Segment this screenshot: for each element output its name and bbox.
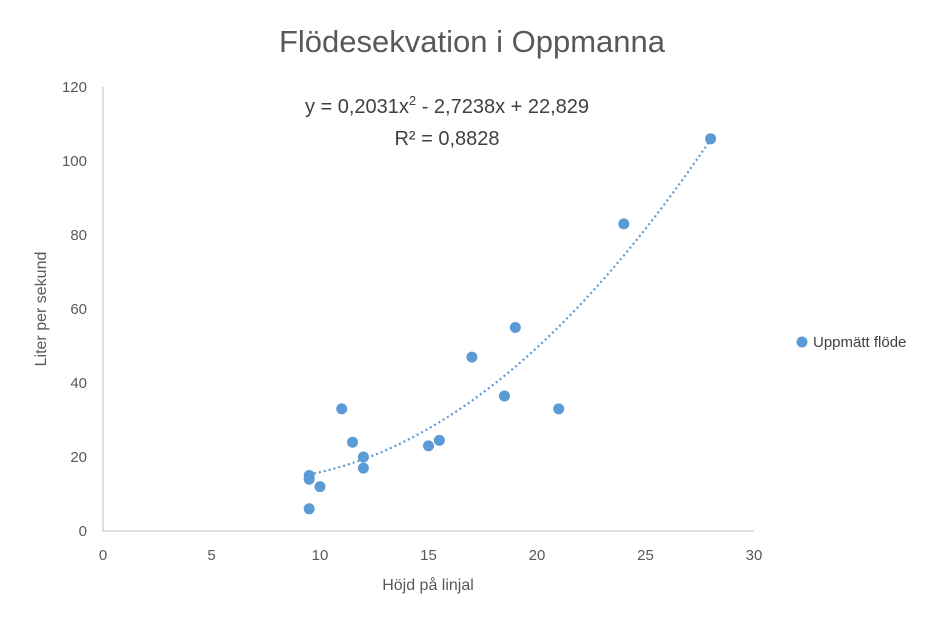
data-point (303, 470, 315, 481)
r-squared-label: R² = 0,8828 (394, 128, 499, 150)
y-tick-label: 100 (62, 153, 87, 170)
x-tick-label: 30 (746, 547, 763, 564)
trendline-equation: y = 0,2031x2 - 2,7238x + 22,829 (305, 93, 589, 118)
y-tick-label: 0 (79, 523, 87, 540)
equation-superscript: 2 (409, 93, 416, 108)
equation-suffix: - 2,7238x + 22,829 (416, 96, 589, 118)
x-axis-label: Höjd på linjal (382, 576, 474, 594)
trendline (308, 138, 712, 476)
data-point (347, 436, 359, 448)
data-point (423, 440, 434, 452)
x-tick-label: 25 (637, 547, 654, 564)
y-tick-label: 80 (70, 227, 87, 244)
legend-label: Uppmätt flöde (813, 334, 906, 351)
legend-marker (796, 336, 808, 348)
data-point (705, 133, 717, 145)
data-point (466, 351, 478, 363)
chart-title: Flödesekvation i Oppmanna (279, 24, 666, 59)
data-point (357, 451, 369, 463)
data-point (336, 403, 348, 415)
data-point (509, 322, 521, 333)
y-tick-label: 20 (70, 449, 87, 466)
x-tick-label: 10 (312, 547, 329, 564)
data-point (303, 503, 315, 515)
x-tick-label: 20 (529, 547, 546, 564)
y-tick-labels: 0 20 40 60 80 100 120 (62, 79, 87, 540)
data-point (553, 403, 565, 415)
data-point (314, 481, 326, 493)
equation-prefix: y = 0,2031x (305, 96, 409, 118)
legend: Uppmätt flöde (796, 334, 906, 351)
y-tick-label: 40 (70, 375, 87, 392)
x-tick-label: 5 (207, 547, 215, 564)
x-tick-label: 15 (420, 547, 437, 564)
x-tick-labels: 0 5 10 15 20 25 30 (99, 547, 763, 564)
y-tick-label: 120 (62, 79, 87, 96)
data-point (433, 434, 445, 446)
data-point (357, 462, 369, 474)
data-point (498, 390, 510, 402)
data-points (303, 133, 717, 515)
y-tick-label: 60 (70, 301, 87, 318)
data-point (618, 218, 630, 230)
y-axis-label: Liter per sekund (33, 252, 50, 367)
x-tick-label: 0 (99, 547, 107, 564)
